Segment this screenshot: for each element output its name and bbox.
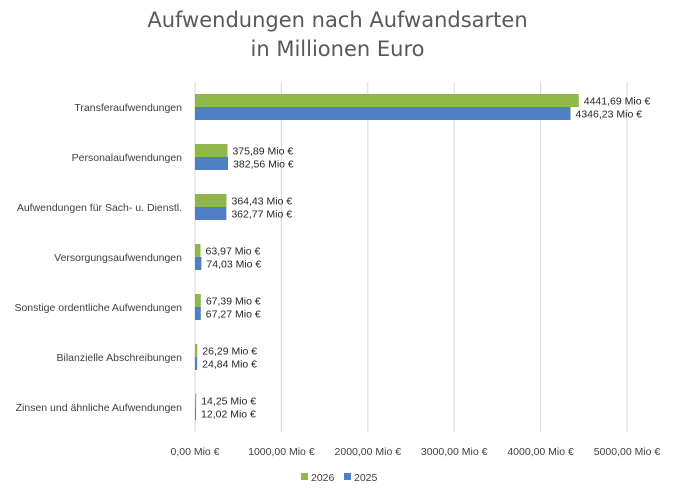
legend-label-2025: 2025	[354, 472, 378, 484]
category-label: Personalaufwendungen	[72, 152, 182, 164]
bar-2026	[195, 94, 579, 107]
data-label-2026: 67,39 Mio €	[206, 296, 261, 308]
data-label-2025: 67,27 Mio €	[206, 309, 261, 321]
chart-title-line-2: in Millionen Euro	[250, 37, 425, 61]
x-tick-label: 5000,00 Mio €	[594, 446, 661, 458]
data-label-2025: 24,84 Mio €	[202, 359, 257, 371]
bar-2025	[195, 207, 227, 220]
data-label-2025: 382,56 Mio €	[233, 159, 294, 171]
bar-2026	[195, 244, 201, 257]
bar-2025	[195, 307, 201, 320]
bar-2026	[195, 294, 201, 307]
x-tick-label: 3000,00 Mio €	[421, 446, 488, 458]
data-label-2026: 14,25 Mio €	[201, 396, 256, 408]
category-label: Versorgungsaufwendungen	[54, 252, 182, 264]
data-label-2025: 74,03 Mio €	[206, 259, 261, 271]
x-axis-tick-labels: 0,00 Mio € 1000,00 Mio € 2000,00 Mio € 3000…	[170, 446, 660, 458]
x-tick-label: 0,00 Mio €	[170, 446, 219, 458]
bar-2025	[195, 107, 571, 120]
data-label-2025: 362,77 Mio €	[231, 209, 292, 221]
bar-2025	[195, 157, 229, 170]
category-label: Zinsen und ähnliche Aufwendungen	[16, 402, 183, 414]
data-label-2026: 364,43 Mio €	[231, 196, 292, 208]
bar-2025	[195, 357, 198, 370]
x-tick-label: 4000,00 Mio €	[507, 446, 574, 458]
data-label-2025: 4346,23 Mio €	[576, 109, 643, 121]
data-label-2026: 4441,69 Mio €	[584, 96, 651, 108]
legend-swatch-2025	[344, 473, 351, 480]
category-labels: Transferaufwendungen Personalaufwendungen…	[14, 102, 182, 414]
category-label: Transferaufwendungen	[74, 102, 182, 114]
legend-label-2026: 2026	[311, 472, 335, 484]
bar-2025	[195, 407, 197, 420]
bar-2025	[195, 257, 202, 270]
bar-2026	[195, 344, 198, 357]
bar-2026	[195, 194, 227, 207]
x-tick-label: 2000,00 Mio €	[335, 446, 402, 458]
legend: 2026 2025	[301, 472, 378, 484]
data-label-2025: 12,02 Mio €	[201, 409, 256, 421]
bar-2026	[195, 394, 197, 407]
legend-swatch-2026	[301, 473, 308, 480]
chart-title-line-1: Aufwendungen nach Aufwandsarten	[147, 8, 528, 32]
bar-2026	[195, 144, 228, 157]
data-label-2026: 26,29 Mio €	[202, 346, 257, 358]
data-label-2026: 375,89 Mio €	[232, 146, 293, 158]
x-tick-label: 1000,00 Mio €	[248, 446, 315, 458]
category-label: Aufwendungen für Sach- u. Dienstl.	[17, 202, 182, 214]
category-label: Bilanzielle Abschreibungen	[56, 352, 182, 364]
category-label: Sonstige ordentliche Aufwendungen	[14, 302, 182, 314]
data-label-2026: 63,97 Mio €	[206, 246, 261, 258]
data-labels: 4441,69 Mio €4346,23 Mio € 375,89 Mio €38…	[201, 96, 650, 421]
bars	[195, 94, 579, 420]
